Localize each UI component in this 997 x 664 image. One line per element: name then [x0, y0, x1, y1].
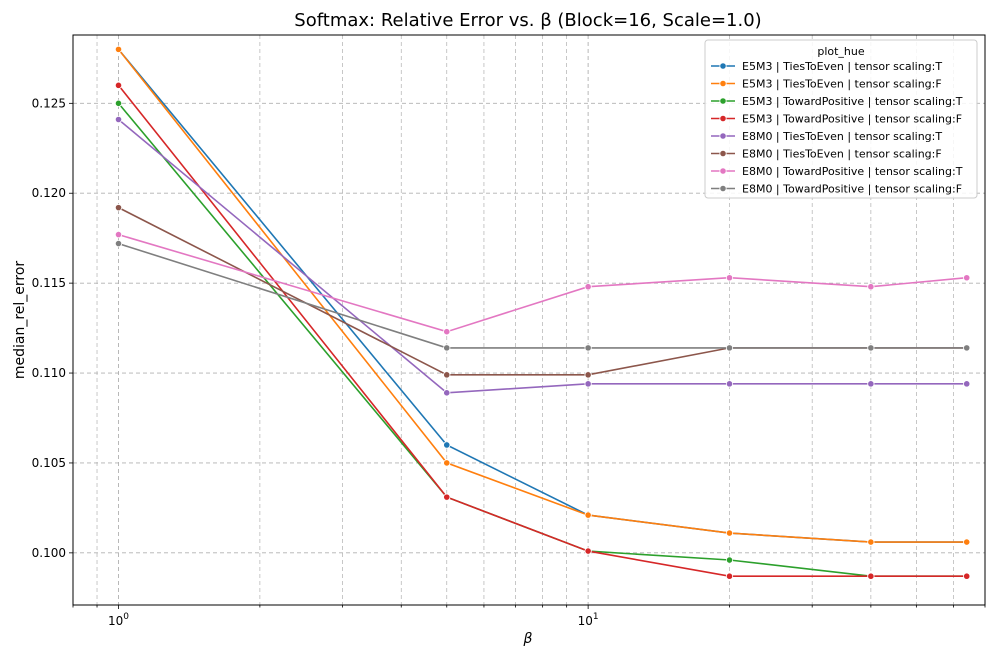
data-point	[584, 547, 592, 555]
series	[114, 239, 971, 352]
legend-marker	[719, 79, 727, 88]
data-point	[584, 511, 592, 519]
data-point	[443, 441, 451, 449]
legend: plot_hue E5M3 | TiesToEven | tensor scal…	[704, 39, 978, 199]
data-point	[963, 380, 971, 388]
legend-marker	[719, 97, 727, 105]
data-point	[584, 344, 592, 352]
data-point	[725, 556, 734, 564]
x-tick-label: 101	[578, 612, 599, 628]
data-point	[584, 371, 592, 379]
data-point	[443, 371, 451, 379]
legend-marker	[719, 114, 727, 123]
series-line	[117, 84, 967, 578]
data-point	[867, 572, 875, 580]
series	[114, 45, 971, 546]
data-point	[114, 230, 123, 239]
legend-item: E5M3 | TowardPositive | tensor scaling:F	[711, 113, 962, 126]
y-tick-label: 0.110	[32, 366, 66, 380]
data-point	[114, 45, 123, 53]
y-tick-label: 0.120	[32, 186, 66, 200]
y-tick-label: 0.100	[32, 546, 66, 560]
x-axis-label: β	[523, 631, 533, 647]
data-point	[114, 115, 123, 124]
x-tick-label: 100	[108, 612, 129, 628]
legend-box	[704, 39, 978, 199]
data-point	[443, 459, 451, 467]
legend-marker	[719, 167, 727, 175]
data-point	[443, 493, 451, 501]
data-point	[725, 274, 734, 282]
data-point	[867, 344, 875, 352]
legend-label: E5M3 | TiesToEven | tensor scaling:F	[742, 78, 942, 91]
legend-item: E5M3 | TiesToEven | tensor scaling:F	[711, 78, 942, 91]
data-point	[867, 283, 875, 291]
data-point	[443, 389, 451, 397]
data-point	[114, 81, 123, 89]
data-point	[114, 239, 123, 248]
y-tick-label: 0.105	[32, 456, 66, 470]
data-point	[867, 380, 875, 388]
data-point	[963, 572, 971, 580]
chart-title: Softmax: Relative Error vs. β (Block=16,…	[294, 10, 761, 31]
legend-item: E8M0 | TiesToEven | tensor scaling:T	[711, 130, 942, 143]
legend-label: E5M3 | TiesToEven | tensor scaling:T	[742, 60, 942, 73]
legend-items: E5M3 | TiesToEven | tensor scaling:T E5M3…	[711, 60, 963, 196]
data-point	[584, 283, 592, 291]
data-point	[114, 204, 123, 212]
legend-item: E5M3 | TowardPositive | tensor scaling:T	[711, 95, 963, 108]
series	[114, 81, 971, 580]
y-tick-label: 0.115	[32, 276, 66, 290]
data-point	[963, 344, 971, 352]
series-line	[118, 233, 967, 333]
data-point	[443, 328, 451, 336]
data-point	[725, 344, 734, 352]
legend-label: E8M0 | TowardPositive | tensor scaling:F	[742, 183, 962, 196]
series-lines	[114, 45, 971, 580]
data-point	[963, 538, 971, 546]
y-axis-label: median_rel_error	[12, 261, 28, 380]
series-line	[118, 242, 967, 349]
legend-title: plot_hue	[817, 45, 865, 58]
legend-label: E8M0 | TowardPositive | tensor scaling:T	[742, 165, 963, 178]
legend-item: E5M3 | TiesToEven | tensor scaling:T	[711, 60, 942, 73]
data-point	[725, 380, 734, 388]
legend-marker	[719, 132, 727, 140]
data-point	[443, 344, 451, 352]
legend-marker	[719, 149, 727, 158]
data-point	[114, 99, 123, 107]
series	[114, 230, 971, 336]
legend-marker	[719, 62, 727, 70]
legend-item: E8M0 | TowardPositive | tensor scaling:F	[711, 183, 962, 196]
y-tick-label: 0.125	[32, 96, 66, 110]
plot-frame	[72, 34, 986, 606]
legend-item: E8M0 | TiesToEven | tensor scaling:F	[711, 148, 942, 161]
legend-label: E5M3 | TowardPositive | tensor scaling:F	[742, 113, 962, 126]
legend-label: E8M0 | TiesToEven | tensor scaling:T	[742, 130, 942, 143]
legend-marker	[719, 184, 727, 193]
legend-item: E8M0 | TowardPositive | tensor scaling:T	[711, 165, 963, 178]
legend-label: E8M0 | TiesToEven | tensor scaling:F	[742, 148, 942, 161]
legend-label: E5M3 | TowardPositive | tensor scaling:T	[742, 95, 963, 108]
data-point	[725, 572, 734, 580]
series-line	[117, 48, 967, 543]
data-point	[725, 529, 734, 537]
data-point	[867, 538, 875, 546]
data-point	[963, 274, 971, 282]
data-point	[584, 380, 592, 388]
axes: 0.100 0.105 0.110 0.115 0.120 0.125 100 101	[32, 96, 986, 628]
